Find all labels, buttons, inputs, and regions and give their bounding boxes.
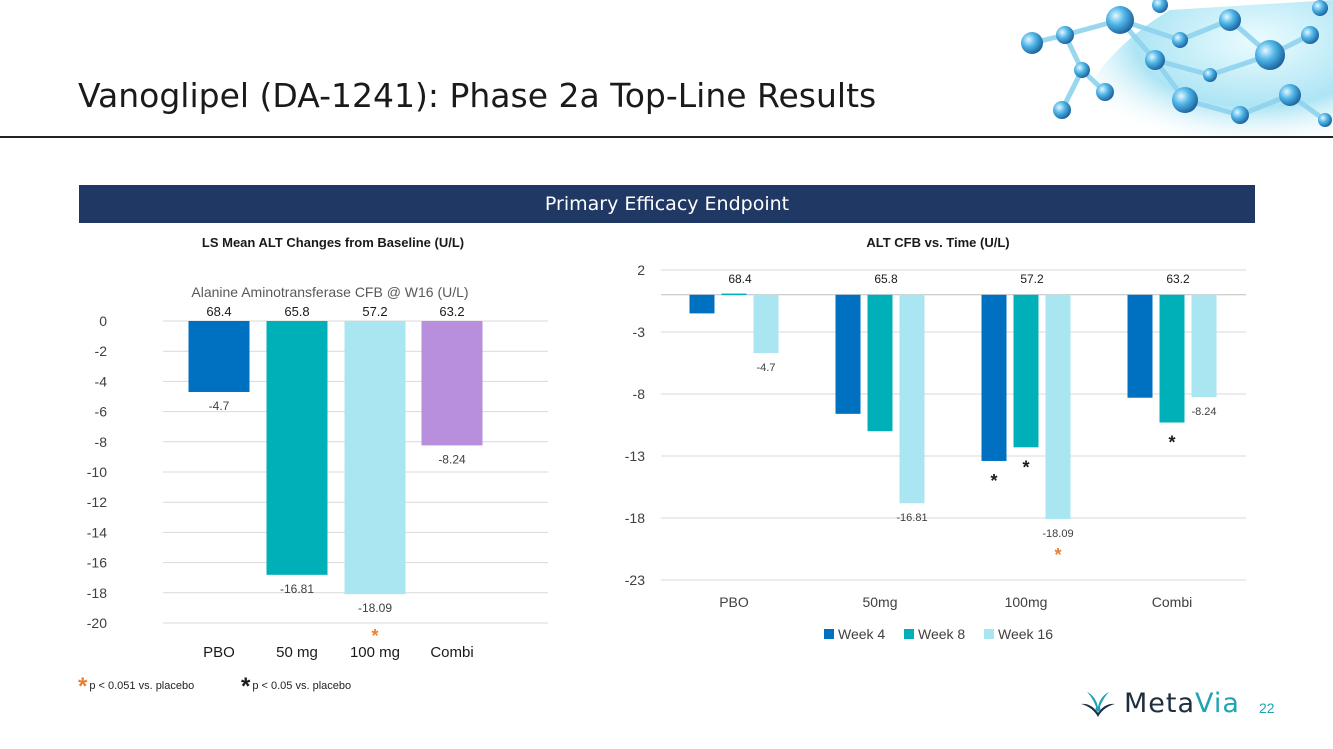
chart1-ytick-label: -10 bbox=[87, 464, 107, 480]
chart2-category-label: 50mg bbox=[862, 594, 897, 610]
metavia-logo: MetaVia bbox=[1080, 688, 1240, 719]
chart1-bar bbox=[421, 321, 483, 446]
chart2-significance-marker: * bbox=[1168, 433, 1175, 453]
chart1-category-label: Combi bbox=[430, 644, 473, 661]
chart2-significance-marker: * bbox=[1054, 545, 1061, 565]
chart2-bar bbox=[1127, 294, 1153, 398]
molecule-graphic bbox=[1021, 0, 1333, 137]
footnote-black: * p < 0.05 vs. placebo bbox=[241, 672, 352, 700]
slide-title: Vanoglipel (DA-1241): Phase 2a Top-Line … bbox=[78, 76, 877, 115]
chart1-value-label: -18.09 bbox=[358, 601, 392, 615]
chart2-category-label: 100mg bbox=[1005, 594, 1048, 610]
logo-wordmark: MetaVia bbox=[1124, 688, 1240, 719]
chart1-ytick-label: -20 bbox=[87, 615, 107, 631]
chart1-ytick-label: -12 bbox=[87, 494, 107, 510]
chart1-ytick-label: -18 bbox=[87, 585, 107, 601]
chart1-bar bbox=[188, 321, 250, 392]
chart1-value-label: -8.24 bbox=[438, 452, 466, 466]
title-divider bbox=[0, 136, 1333, 138]
chart2-ytick-label: -18 bbox=[625, 510, 645, 526]
chart2-bar bbox=[753, 294, 779, 354]
chart2-baseline-label: 65.8 bbox=[874, 272, 898, 286]
chart1-baseline-label: 63.2 bbox=[439, 304, 464, 319]
chart2-legend-label: Week 8 bbox=[918, 626, 965, 642]
chart2-legend-label: Week 4 bbox=[838, 626, 885, 642]
chart1-baseline-label: 68.4 bbox=[206, 304, 231, 319]
chart1-ytick-label: -6 bbox=[95, 404, 108, 420]
chart2-bar bbox=[1013, 294, 1039, 448]
chart1-category-label: PBO bbox=[203, 644, 235, 661]
chart2-ytick-label: 2 bbox=[637, 262, 645, 278]
chart2-bar bbox=[689, 294, 715, 314]
logo-meta: Meta bbox=[1124, 688, 1196, 719]
chart1-baseline-label: 65.8 bbox=[284, 304, 309, 319]
chart2-ytick-label: -8 bbox=[633, 386, 646, 402]
chart1-baseline-label: 57.2 bbox=[362, 304, 387, 319]
chart1-ytick-label: -8 bbox=[95, 434, 108, 450]
chart1-value-label: -4.7 bbox=[209, 399, 230, 413]
chart2-bar bbox=[835, 294, 861, 414]
page-number: 22 bbox=[1259, 700, 1275, 716]
chart2-bar bbox=[981, 294, 1007, 461]
chart1-category-label: 50 mg bbox=[276, 644, 318, 661]
chart2-value-label: -16.81 bbox=[896, 512, 927, 524]
chart2-value-label: -8.24 bbox=[1191, 406, 1216, 418]
section-banner: Primary Efficacy Endpoint bbox=[79, 185, 1255, 223]
chart2-value-label: -4.7 bbox=[757, 362, 776, 374]
chart2-legend-swatch bbox=[824, 629, 834, 639]
metavia-leaf-icon bbox=[1081, 691, 1115, 717]
chart2-baseline-label: 57.2 bbox=[1020, 272, 1044, 286]
chart2-baseline-label: 68.4 bbox=[728, 272, 752, 286]
chart1-title: LS Mean ALT Changes from Baseline (U/L) bbox=[202, 235, 464, 250]
footnote-orange: * p < 0.051 vs. placebo bbox=[78, 672, 195, 700]
chart2-baseline-label: 63.2 bbox=[1166, 272, 1190, 286]
chart1-ytick-label: -2 bbox=[95, 343, 108, 359]
chart2-bar bbox=[1159, 294, 1185, 423]
chart2-significance-marker: * bbox=[1022, 457, 1029, 477]
footnote-orange-text: p < 0.051 vs. placebo bbox=[89, 680, 195, 692]
orange-asterisk-icon: * bbox=[78, 672, 88, 700]
chart2-bar bbox=[867, 294, 893, 432]
chart2-significance-marker: * bbox=[990, 471, 997, 491]
footnote-black-text: p < 0.05 vs. placebo bbox=[252, 680, 352, 692]
chart2-bar bbox=[1191, 294, 1217, 397]
chart2-bar bbox=[899, 294, 925, 504]
chart2-legend-label: Week 16 bbox=[998, 626, 1053, 642]
chart2-bar bbox=[721, 293, 747, 296]
chart2-title: ALT CFB vs. Time (U/L) bbox=[866, 235, 1009, 250]
chart2-category-label: Combi bbox=[1152, 594, 1192, 610]
chart1-significance-marker: * bbox=[371, 626, 378, 646]
chart1-category-label: 100 mg bbox=[350, 644, 400, 661]
chart1-subtitle: Alanine Aminotransferase CFB @ W16 (U/L) bbox=[191, 284, 468, 300]
chart2-ytick-label: -13 bbox=[625, 448, 645, 464]
chart2-ytick-label: -23 bbox=[625, 572, 645, 588]
chart1-bar bbox=[266, 321, 328, 575]
chart1-ytick-label: -14 bbox=[87, 524, 107, 540]
chart1-ytick-label: -16 bbox=[87, 555, 107, 571]
chart1-ytick-label: -4 bbox=[95, 373, 108, 389]
chart2-value-label: -18.09 bbox=[1042, 528, 1073, 540]
chart2-legend-swatch bbox=[984, 629, 994, 639]
chart2-legend-swatch bbox=[904, 629, 914, 639]
black-asterisk-icon: * bbox=[241, 672, 251, 700]
logo-via: Via bbox=[1195, 688, 1240, 719]
chart2-ytick-label: -3 bbox=[633, 324, 646, 340]
chart1-ytick-label: 0 bbox=[99, 313, 107, 329]
chart1-value-label: -16.81 bbox=[280, 582, 314, 596]
chart2-bar bbox=[1045, 294, 1071, 520]
chart1-bar bbox=[344, 321, 406, 595]
chart2-category-label: PBO bbox=[719, 594, 749, 610]
